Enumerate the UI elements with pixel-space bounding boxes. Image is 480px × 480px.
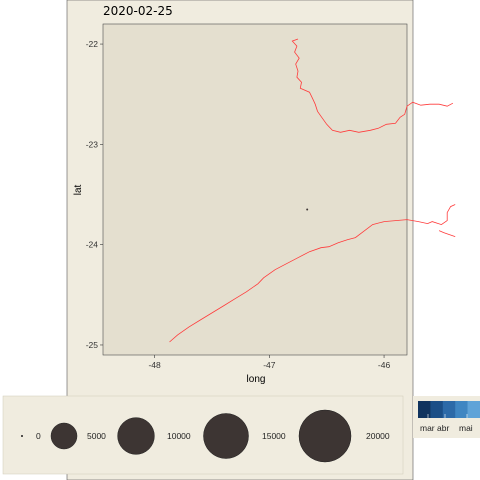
size-legend-label: 0	[36, 431, 41, 441]
size-legend-circle	[117, 417, 155, 455]
y-tick-label: -24	[86, 240, 99, 250]
color-legend-swatch	[455, 401, 468, 418]
coastline-north-line	[291, 38, 454, 133]
coastline-south-line	[169, 204, 456, 343]
plot-title: 2020-02-25	[103, 4, 173, 18]
size-legend: 0 5000 10000 15000 20000	[20, 409, 390, 463]
coastline-group	[169, 38, 456, 343]
size-legend-label: 15000	[262, 431, 286, 441]
data-point	[306, 208, 309, 211]
color-legend-label: mai	[459, 423, 473, 433]
x-axis-label: long	[247, 374, 266, 385]
size-legend-circle	[203, 413, 249, 459]
x-tick-label: -47	[263, 360, 276, 370]
y-tick-label: -25	[86, 340, 99, 350]
y-axis-label: lat	[73, 184, 84, 195]
data-points	[306, 208, 309, 211]
color-legend-swatch	[467, 401, 480, 418]
size-legend-label: 5000	[87, 431, 106, 441]
color-legend: mar abr mai	[418, 401, 480, 433]
axis-ticks: -48 -47 -46 -22 -23 -24 -25	[86, 39, 391, 370]
coastline-south-east-stub	[438, 230, 456, 237]
x-tick-label: -46	[378, 360, 391, 370]
size-legend-circle	[50, 422, 78, 450]
y-tick-label: -23	[86, 139, 99, 149]
color-legend-swatch	[442, 401, 456, 418]
size-legend-circle	[298, 409, 352, 463]
map-panel	[102, 23, 408, 356]
color-legend-label: abr	[437, 423, 449, 433]
size-legend-label: 10000	[167, 431, 191, 441]
color-legend-swatch	[430, 401, 444, 418]
size-legend-circle	[20, 434, 24, 438]
x-tick-label: -48	[148, 360, 161, 370]
y-tick-label: -22	[86, 39, 99, 49]
color-legend-label: mar	[420, 423, 435, 433]
color-legend-swatch	[418, 401, 431, 418]
size-legend-label: 20000	[366, 431, 390, 441]
